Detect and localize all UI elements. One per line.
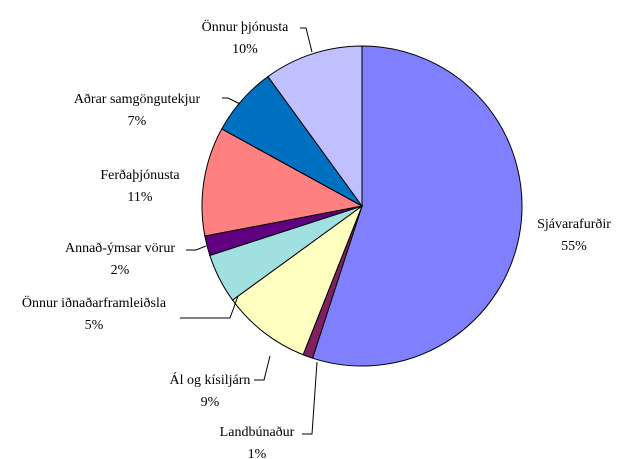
leader-line: [300, 27, 313, 53]
slice-label: Ál og kísiljárn: [170, 371, 251, 388]
slice-label: Önnur iðnaðarframleiðsla: [22, 294, 167, 311]
slice-value-label: 55%: [561, 239, 587, 254]
slice-label: Aðrar samgöngutekjur: [74, 92, 201, 107]
leader-line: [222, 97, 241, 105]
slice-label: Önnur þjónusta: [202, 18, 290, 35]
leader-line: [186, 245, 207, 251]
leader-lines: [180, 27, 318, 435]
leader-line: [302, 361, 318, 435]
pie-slice: [231, 204, 364, 356]
pie-slice: [201, 128, 364, 237]
leader-line: [254, 355, 271, 381]
slice-value-label: 2%: [111, 263, 130, 278]
slice-value-label: 5%: [85, 318, 104, 333]
pie-slice: [311, 45, 523, 367]
slice-value-label: 7%: [128, 114, 147, 129]
slice-value-label: 1%: [248, 447, 267, 459]
pie-slice: [267, 45, 363, 208]
slice-label: Sjávarafurðir: [537, 217, 611, 232]
leader-line: [180, 295, 239, 319]
slice-value-label: 9%: [201, 395, 220, 410]
slice-label: Annað-ýmsar vörur: [65, 241, 175, 256]
slice-value-label: 10%: [232, 42, 258, 57]
slice-label: Landbúnaður: [220, 425, 295, 440]
slice-value-label: 11%: [127, 190, 152, 205]
slice-label: Ferðaþjónusta: [100, 168, 180, 183]
